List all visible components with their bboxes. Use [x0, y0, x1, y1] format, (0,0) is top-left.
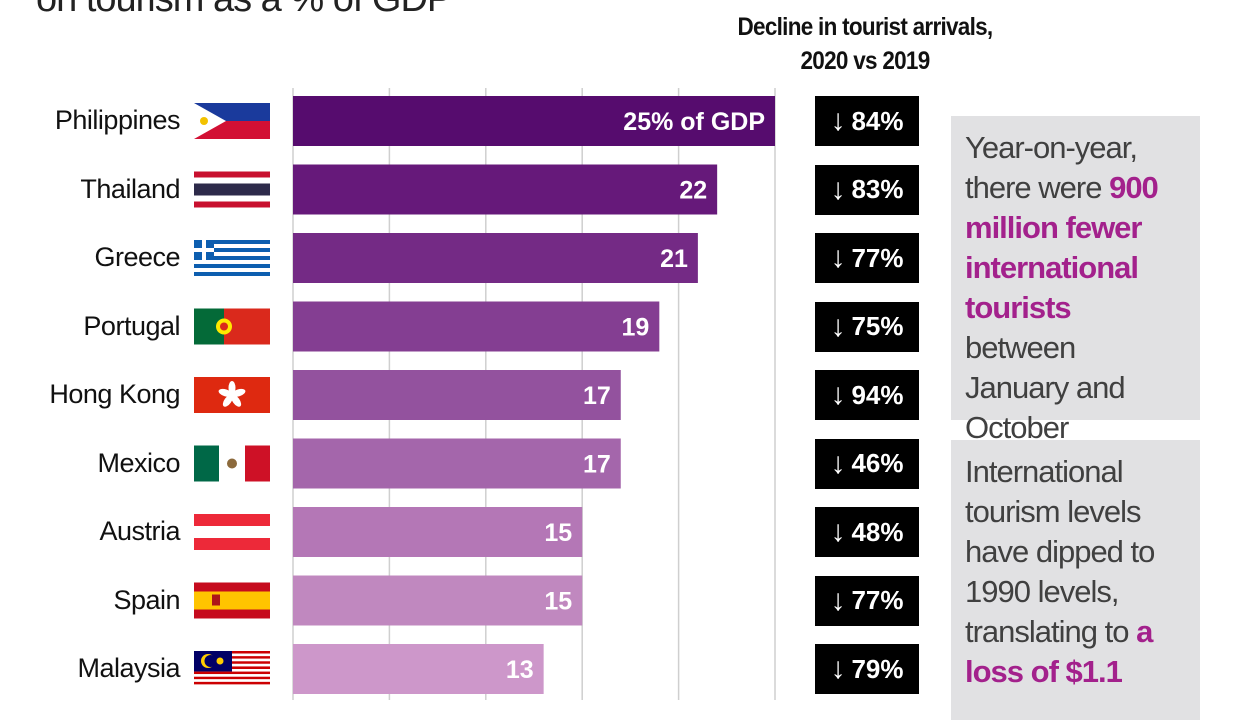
arrow-down-icon: ↓: [830, 172, 846, 206]
arrow-down-icon: ↓: [830, 378, 846, 411]
hong-kong-flag-icon: [194, 377, 270, 413]
country-label: Malaysia: [77, 653, 180, 683]
arrow-down-icon: ↓: [830, 652, 846, 685]
decline-badge: ↓ 79%: [815, 644, 919, 694]
bar-data-label: 25% of GDP: [623, 108, 765, 136]
country-label: Thailand: [80, 173, 180, 204]
decline-value: 75%: [851, 311, 904, 341]
bar-spain: [293, 575, 583, 626]
bar-data-label: 17: [583, 451, 611, 479]
mexico-flag-icon: [194, 445, 270, 482]
philippines-flag-icon: [194, 103, 270, 139]
arrow-down-icon: ↓: [830, 104, 846, 137]
note-box-1: Year-on-year, there were 900 million few…: [951, 116, 1200, 445]
bar-data-label: 15: [544, 588, 572, 616]
bar-data-label: 22: [679, 177, 707, 205]
malaysia-flag-icon: [194, 651, 270, 687]
bar-portugal: [293, 301, 660, 352]
decline-value: 94%: [851, 379, 904, 410]
note2-text: International tourism levels have dipped…: [965, 454, 1155, 649]
country-label: Portugal: [83, 310, 180, 341]
decline-value: 48%: [851, 516, 904, 547]
portugal-flag-icon: [194, 308, 270, 345]
decline-value: 46%: [851, 448, 904, 478]
austria-flag-icon: [194, 514, 270, 550]
arrow-down-icon: ↓: [830, 583, 846, 617]
bar-data-label: 17: [583, 382, 611, 410]
bar-data-label: 15: [544, 519, 572, 547]
bar-data-label: 13: [506, 656, 534, 684]
decline-badge: ↓ 84%: [815, 96, 919, 146]
decline-value: 77%: [851, 585, 904, 615]
arrow-down-icon: ↓: [830, 309, 846, 343]
note2-highlight: a loss of $1.1: [965, 614, 1153, 689]
decline-value: 79%: [851, 653, 904, 684]
decline-value: 77%: [851, 242, 904, 273]
decline-header: Decline in tourist arrivals, 2020 vs 201…: [717, 10, 1014, 78]
country-label: Mexico: [97, 447, 180, 478]
bar-austria: [293, 507, 583, 557]
decline-badge: ↓ 48%: [815, 507, 919, 557]
arrow-down-icon: ↓: [830, 241, 846, 274]
country-label: Austria: [99, 516, 180, 546]
decline-header-line2: 2020 vs 2019: [800, 47, 930, 75]
arrow-down-icon: ↓: [830, 515, 846, 548]
decline-badge: ↓ 77%: [815, 233, 919, 283]
bar-greece: [293, 233, 698, 283]
decline-badge: ↓ 94%: [815, 370, 919, 420]
thailand-flag-icon: [194, 171, 270, 208]
chart-title: on tourism as a % of GDP: [36, 0, 452, 21]
bar-philippines: [293, 96, 775, 146]
decline-badge: ↓ 46%: [815, 438, 919, 489]
greece-flag-icon: [194, 240, 270, 276]
bar-thailand: [293, 164, 718, 215]
bar-data-label: 21: [660, 245, 688, 273]
note1-text: Year-on-year, there were: [965, 130, 1138, 205]
note1-text-end: between January and October: [965, 330, 1126, 445]
bar-mexico: [293, 438, 621, 489]
note1-highlight: 900 million fewer international tourists: [965, 170, 1159, 325]
decline-header-line1: Decline in tourist arrivals,: [737, 13, 994, 41]
country-label: Hong Kong: [49, 379, 180, 409]
decline-badge: ↓ 83%: [815, 164, 919, 215]
country-label: Philippines: [54, 105, 181, 135]
country-label: Spain: [113, 584, 180, 615]
decline-value: 83%: [851, 174, 904, 204]
bar-data-label: 19: [622, 314, 650, 342]
arrow-down-icon: ↓: [830, 446, 846, 480]
decline-badge: ↓ 75%: [815, 301, 919, 352]
bar-hong-kong: [293, 370, 621, 420]
bar-chart: 25% of GDP 22 21 19 17 17 15 15 13: [194, 88, 776, 700]
note-box-2: International tourism levels have dipped…: [951, 440, 1200, 720]
decline-value: 84%: [851, 105, 904, 136]
decline-badge: ↓ 77%: [815, 575, 919, 626]
bar-malaysia: [293, 644, 544, 694]
country-label: Greece: [94, 242, 180, 272]
spain-flag-icon: [194, 582, 270, 619]
